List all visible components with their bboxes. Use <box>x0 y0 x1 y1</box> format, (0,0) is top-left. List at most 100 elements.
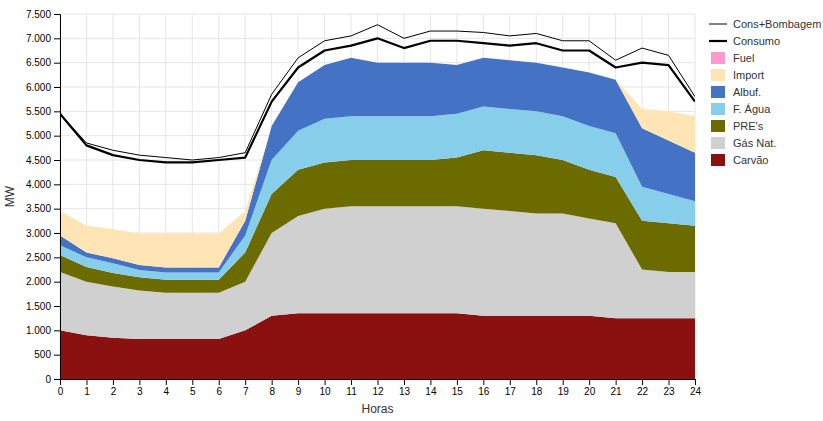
tick: 23 <box>663 379 675 397</box>
grid <box>60 14 695 379</box>
tick-label: 1 <box>84 386 90 397</box>
tick-label: 11 <box>346 386 357 397</box>
tick: 20 <box>584 379 596 397</box>
tick-mark <box>54 282 60 283</box>
legend-label: Carvão <box>733 154 768 166</box>
tick-label: 1.500 <box>26 301 51 312</box>
tick-mark <box>54 184 60 185</box>
tick-label: 6.000 <box>26 82 51 93</box>
tick: 6.000 <box>26 82 60 93</box>
tick: 7.500 <box>26 9 60 20</box>
legend-label: F. Água <box>733 103 771 115</box>
grid-line-y <box>60 14 695 15</box>
tick-mark <box>54 233 60 234</box>
tick: 2.500 <box>26 252 60 263</box>
tick-mark <box>54 306 60 307</box>
tick: 8 <box>269 379 275 397</box>
legend-swatch <box>711 86 725 98</box>
tick-mark <box>166 379 167 385</box>
tick: 14 <box>425 379 437 397</box>
area <box>60 58 695 268</box>
tick: 19 <box>558 379 570 397</box>
tick-label: 4 <box>164 386 170 397</box>
legend-item: Gás Nat. <box>711 137 776 149</box>
tick-mark <box>54 330 60 331</box>
tick-label: 5.000 <box>26 130 51 141</box>
tick-label: 22 <box>637 386 649 397</box>
tick-label: 2 <box>111 386 117 397</box>
legend-label: Cons+Bombagem <box>733 18 821 30</box>
chart-svg: 0123456789101112131415161718192021222324… <box>0 0 823 421</box>
tick: 4 <box>164 379 170 397</box>
tick: 0 <box>58 379 64 397</box>
tick: 1.500 <box>26 301 60 312</box>
tick: 7 <box>243 379 249 397</box>
tick: 24 <box>690 379 702 397</box>
tick-label: 5 <box>190 386 196 397</box>
area <box>60 58 695 273</box>
tick: 4.000 <box>26 179 60 190</box>
tick: 18 <box>531 379 543 397</box>
tick-label: 20 <box>584 386 596 397</box>
tick: 9 <box>296 379 302 397</box>
tick: 21 <box>611 379 623 397</box>
tick-mark <box>219 379 220 385</box>
tick-mark <box>54 14 60 15</box>
tick-label: 4.500 <box>26 155 51 166</box>
legend-item: Consumo <box>709 35 780 47</box>
tick-label: 16 <box>478 386 490 397</box>
tick-mark <box>54 379 60 380</box>
tick: 12 <box>372 379 384 397</box>
legend-item: Cons+Bombagem <box>709 18 821 30</box>
tick-mark <box>86 379 87 385</box>
tick-mark <box>139 379 140 385</box>
tick-mark <box>669 379 670 385</box>
tick-mark <box>272 379 273 385</box>
tick-mark <box>404 379 405 385</box>
tick: 2.000 <box>26 276 60 287</box>
tick-label: 7.000 <box>26 33 51 44</box>
tick-mark <box>457 379 458 385</box>
tick-mark <box>430 379 431 385</box>
tick-label: 6 <box>216 386 222 397</box>
legend-item: Fuel <box>711 52 754 64</box>
tick: 15 <box>452 379 464 397</box>
tick-label: 18 <box>531 386 543 397</box>
tick: 6.500 <box>26 57 60 68</box>
tick: 22 <box>637 379 649 397</box>
line <box>60 25 695 160</box>
tick: 6 <box>216 379 222 397</box>
tick: 11 <box>346 379 357 397</box>
tick: 4.500 <box>26 155 60 166</box>
tick-mark <box>695 379 696 385</box>
tick-mark <box>563 379 564 385</box>
legend-item: PRE's <box>711 120 764 132</box>
legend-swatch <box>709 40 727 42</box>
tick-mark <box>54 87 60 88</box>
tick-label: 500 <box>34 349 51 360</box>
tick: 3.500 <box>26 203 60 214</box>
legend-swatch <box>711 52 725 64</box>
legend-item: Albuf. <box>711 86 761 98</box>
tick-label: 0 <box>45 374 51 385</box>
tick-mark <box>616 379 617 385</box>
tick-mark <box>54 257 60 258</box>
tick-mark <box>54 209 60 210</box>
tick-label: 2.000 <box>26 276 51 287</box>
legend-swatch <box>711 103 725 115</box>
tick-label: 19 <box>558 386 570 397</box>
x-axis: 0123456789101112131415161718192021222324 <box>58 379 702 397</box>
tick-label: 12 <box>372 386 384 397</box>
tick-label: 7.500 <box>26 9 51 20</box>
tick-label: 10 <box>320 386 332 397</box>
tick-mark <box>298 379 299 385</box>
tick-label: 17 <box>505 386 517 397</box>
tick-mark <box>54 160 60 161</box>
y-axis: 05001.0001.5002.0002.5003.0003.5004.0004… <box>26 9 61 385</box>
tick-mark <box>54 63 60 64</box>
tick-mark <box>642 379 643 385</box>
tick: 5.000 <box>26 130 60 141</box>
tick-mark <box>54 38 60 39</box>
tick-mark <box>54 136 60 137</box>
legend-swatch <box>711 137 725 149</box>
